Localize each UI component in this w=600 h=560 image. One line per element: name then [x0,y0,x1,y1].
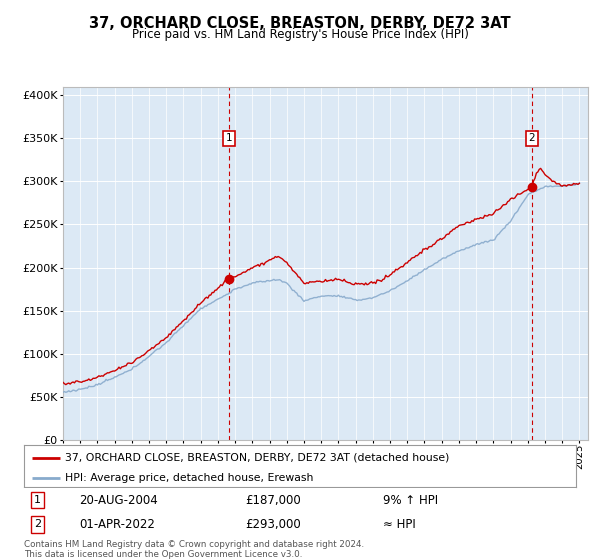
Text: 1: 1 [226,133,232,143]
Text: ≈ HPI: ≈ HPI [383,518,416,531]
Text: 37, ORCHARD CLOSE, BREASTON, DERBY, DE72 3AT: 37, ORCHARD CLOSE, BREASTON, DERBY, DE72… [89,16,511,31]
Text: 9% ↑ HPI: 9% ↑ HPI [383,494,438,507]
Text: Contains HM Land Registry data © Crown copyright and database right 2024.
This d: Contains HM Land Registry data © Crown c… [24,540,364,559]
Text: 37, ORCHARD CLOSE, BREASTON, DERBY, DE72 3AT (detached house): 37, ORCHARD CLOSE, BREASTON, DERBY, DE72… [65,453,450,463]
Text: 2: 2 [34,520,41,529]
Text: 01-APR-2022: 01-APR-2022 [79,518,155,531]
Text: Price paid vs. HM Land Registry's House Price Index (HPI): Price paid vs. HM Land Registry's House … [131,28,469,41]
Text: £293,000: £293,000 [245,518,301,531]
Text: £187,000: £187,000 [245,494,301,507]
Text: 20-AUG-2004: 20-AUG-2004 [79,494,158,507]
Text: 1: 1 [34,496,41,505]
Text: HPI: Average price, detached house, Erewash: HPI: Average price, detached house, Erew… [65,473,314,483]
Text: 2: 2 [529,133,535,143]
